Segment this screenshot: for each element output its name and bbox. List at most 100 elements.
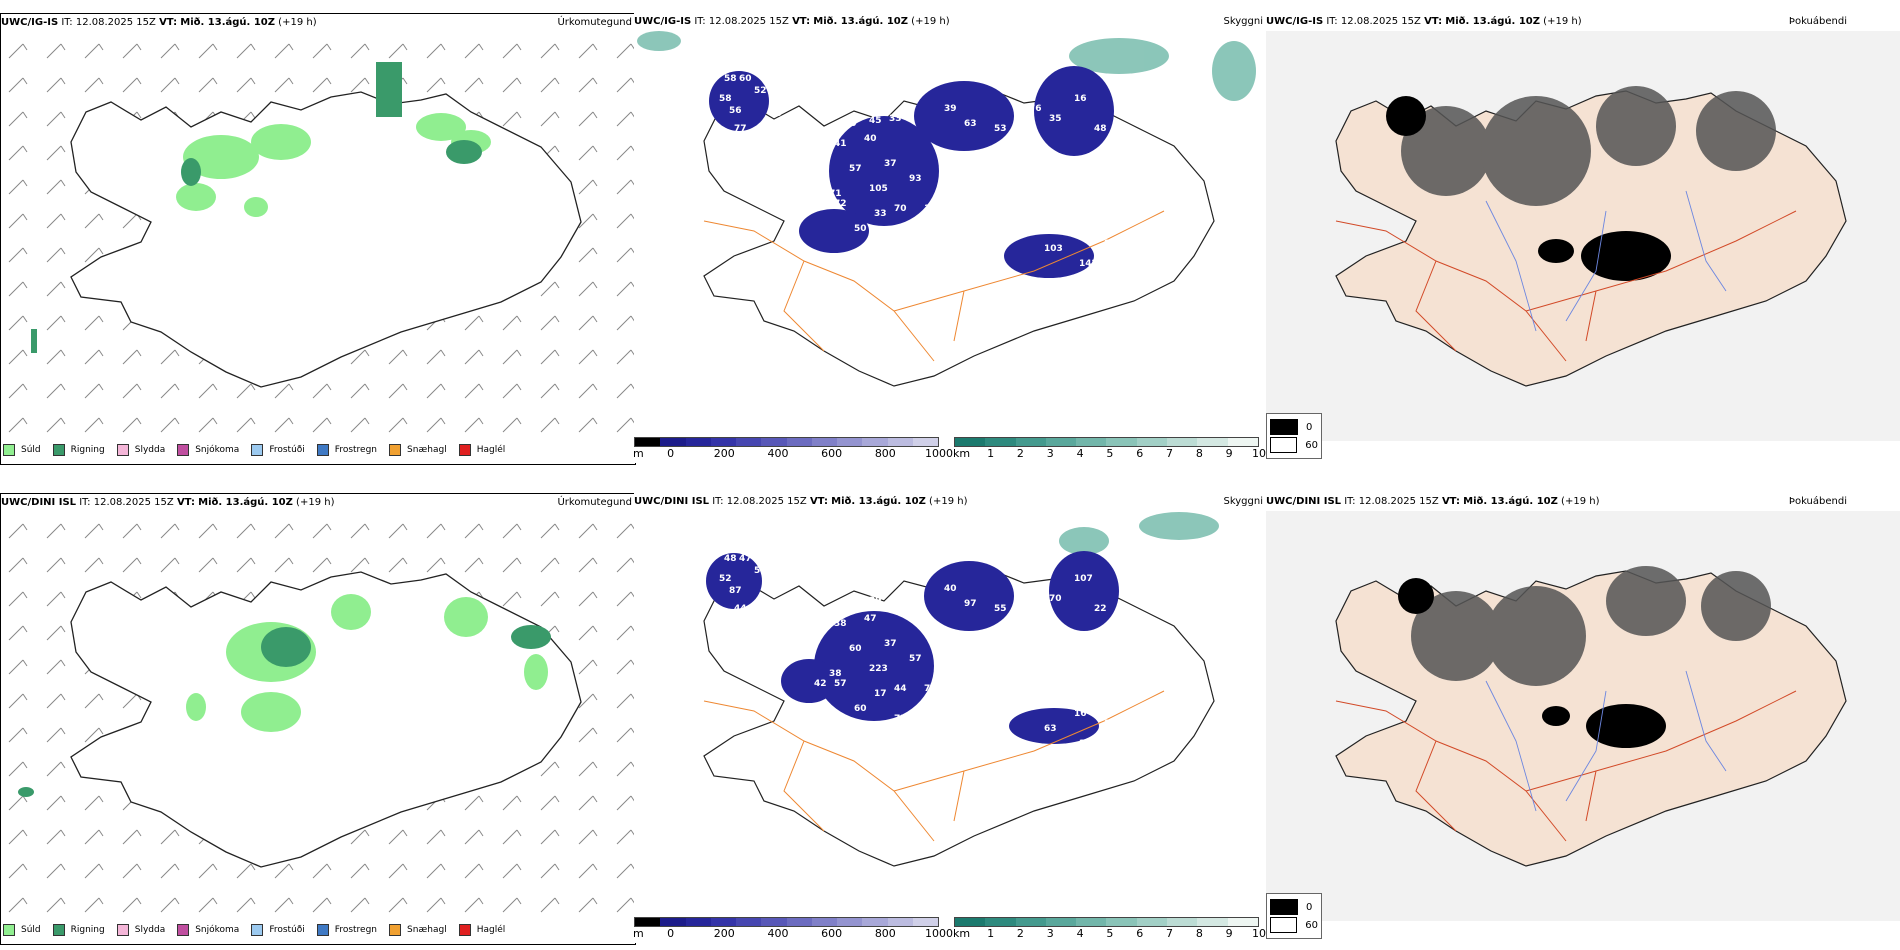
visibility-colorbar-segment (1015, 918, 1046, 926)
visibility-colorbar-tick: 4 (1076, 927, 1084, 940)
fog-high-areas (1398, 578, 1666, 748)
panel-header: UWC/DINI ISL IT: 12.08.2025 15Z VT: Mið.… (1266, 493, 1900, 511)
visibility-colorbar-tick: 5 (1106, 447, 1114, 460)
visibility-colorbar-tick: 7 (1166, 927, 1174, 940)
ceiling-value-label: 71 (829, 189, 842, 199)
fog-legend-swatch (1270, 437, 1298, 453)
ceiling-colorbar-segment (635, 918, 661, 926)
lead-time: (+19 h) (278, 17, 317, 28)
vt-value: Mið. 13.ágú. 10Z (1463, 496, 1558, 507)
ceiling-colorbar-tick: 600 (821, 447, 843, 460)
ceiling-value-label: 37 (884, 159, 897, 169)
ceiling-colorbar-segment (811, 438, 837, 446)
ceiling-colorbar-segment (912, 438, 938, 446)
ceiling-value-label: 39 (809, 624, 822, 634)
ceiling-value-label: 57 (849, 164, 862, 174)
legend-item: Slydda (116, 444, 165, 456)
ceiling-colorbar-segment (635, 438, 661, 446)
ceiling-value-label: 107 (1074, 574, 1093, 584)
model-name: UWC/IG-IS (1, 17, 59, 28)
legend-item: Rigning (52, 924, 105, 936)
legend-item: Súld (3, 924, 41, 936)
ceiling-value-label: 80 (1074, 229, 1087, 239)
ceiling-colorbar-segment (736, 438, 762, 446)
visibility-colorbar-tick: 5 (1106, 927, 1114, 940)
visibility-colorbar-segment (1197, 918, 1228, 926)
ceiling-value-label: 40 (784, 614, 797, 624)
ceiling-colorbar-tick: 400 (767, 927, 789, 940)
ceiling-value-label: 42 (1014, 149, 1027, 159)
visibility-colorbar-segment (1045, 918, 1077, 926)
model-name: UWC/IG-IS (1266, 16, 1324, 27)
ceiling-colorbar-segment (862, 438, 888, 446)
ceiling-colorbar-tick: 800 (874, 927, 896, 940)
ceiling-value-label: 49 (784, 134, 797, 144)
visibility-colorbar-tick: 10 (1252, 447, 1266, 460)
ceiling-value-label: 97 (964, 599, 977, 609)
vt-value: Mið. 13.ágú. 10Z (180, 17, 275, 28)
legend-swatch (389, 444, 402, 456)
ceiling-value-label: 45 (1114, 134, 1127, 144)
it-value: 12.08.2025 15Z (1340, 16, 1421, 27)
ceiling-value-label: 52 (754, 86, 767, 96)
visibility-colorbar-tick: 3 (1046, 447, 1054, 460)
panel-title: Þokuábendi (1788, 496, 1847, 507)
ceiling-colorbar-segment (887, 918, 913, 926)
ceiling-value-label: 47 (739, 554, 752, 564)
visibility-colorbar-segment (1167, 438, 1198, 446)
legend-swatch (52, 444, 65, 456)
ceiling-colorbar-segment (786, 438, 812, 446)
ceiling-colorbar-tick: 800 (874, 447, 896, 460)
ceiling-value-label: 33 (889, 114, 902, 124)
ceiling-value-label: 60 (849, 644, 862, 654)
ceiling-colorbar-segment (862, 918, 888, 926)
ceiling-value-label: 45 (809, 144, 822, 154)
panel-header: UWC/IG-IS IT: 12.08.2025 15Z VT: Mið. 13… (634, 13, 1266, 31)
ceiling-value-label: 32 (1079, 739, 1092, 749)
model-name: UWC/DINI ISL (634, 496, 710, 507)
visibility-colorbar: 1 2 3 4 5 6 7 8 9 10 km (953, 917, 1266, 941)
lead-time: (+19 h) (929, 496, 968, 507)
ceiling-value-label: 87 (1114, 256, 1127, 266)
lead-time: (+19 h) (296, 497, 335, 508)
visibility-colorbar-tick: 6 (1136, 927, 1144, 940)
ceiling-value-label: 60 (854, 704, 867, 714)
visibility-colorbar-segment (1227, 918, 1258, 926)
visibility-colorbar-tick: 6 (1136, 447, 1144, 460)
fog-legend-item: 60 (1270, 917, 1318, 933)
ceiling-colorbar-segment (837, 918, 863, 926)
legend-item: Frostregn (316, 924, 377, 936)
ceiling-value-label: 48 (769, 109, 782, 119)
model-name: UWC/IG-IS (634, 16, 692, 27)
it-label: IT: (712, 496, 724, 507)
visibility-colorbar-tick: 2 (1016, 447, 1024, 460)
ceiling-value-label: 70 (894, 204, 907, 214)
ceiling-colorbar-tick: 200 (713, 927, 735, 940)
ceiling-value-label: 70 (1049, 594, 1062, 604)
ceiling-value-label: 44 (894, 684, 907, 694)
fog-high-areas (1386, 96, 1671, 281)
visibility-colorbar-tick: 8 (1195, 927, 1203, 940)
ceiling-value-label: 63 (1044, 724, 1057, 734)
legend-item: Frostregn (316, 444, 377, 456)
visibility-unit: km (953, 927, 971, 940)
fog-legend-item: 0 (1270, 419, 1318, 435)
ceiling-value-label: 40 (864, 134, 877, 144)
visibility-colorbar-segment (1076, 918, 1107, 926)
fog-legend-swatch (1270, 419, 1298, 435)
ceiling-value-label: 22 (1094, 604, 1107, 614)
ceiling-value-label: 56 (729, 106, 742, 116)
legend-item: Snæhagl (389, 444, 447, 456)
fog-legend: 0 60 (1266, 413, 1322, 459)
precip-legend: Súld Rigning Slydda Snjókoma Frostúði Fr… (3, 444, 517, 456)
ceiling-value-label: 13 (1064, 644, 1077, 654)
ceiling-colorbar-segment (660, 438, 686, 446)
ceiling-colorbar-tick: 200 (713, 447, 735, 460)
it-label: IT: (1326, 16, 1338, 27)
vt-value: Mið. 13.ágú. 10Z (198, 497, 293, 508)
fog-map (1266, 511, 1900, 921)
ceiling-colorbar-segment (811, 918, 837, 926)
ceiling-value-label: 40 (849, 259, 862, 269)
ceiling-value-label: 45 (869, 116, 882, 126)
iceland-outline (70, 571, 582, 868)
